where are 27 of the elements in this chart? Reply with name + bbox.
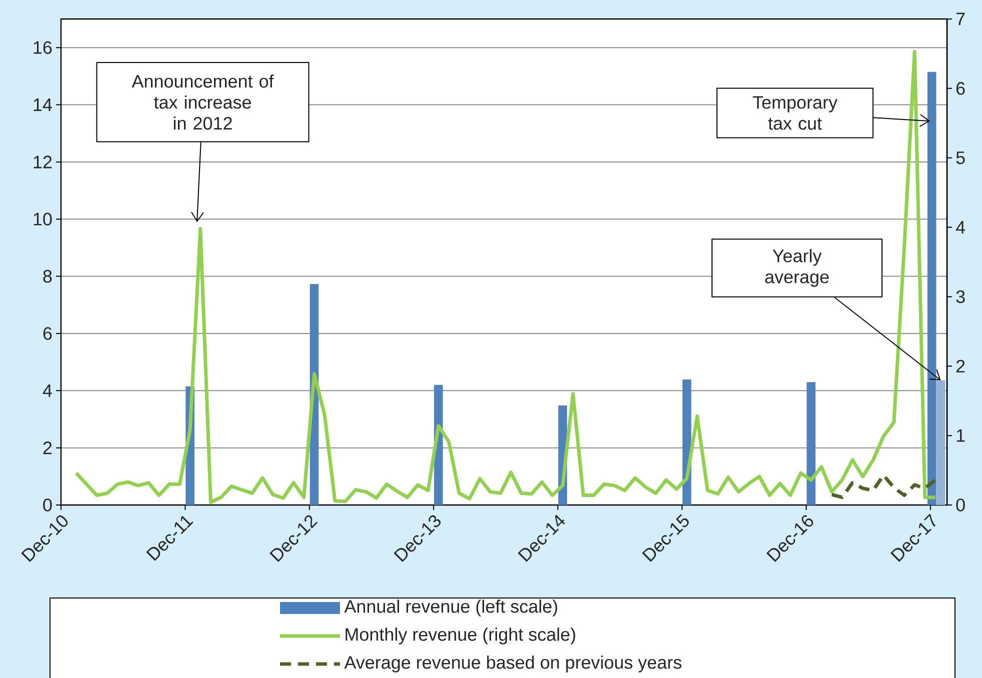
y-tick-label: 14: [34, 98, 52, 111]
line-series: [74, 50, 938, 504]
annotation: Announcement of tax increase in 2012: [132, 74, 274, 130]
legend-label: Annual revenue (left scale): [344, 600, 558, 616]
annotation: Temporary tax cut: [752, 96, 838, 130]
y2-tick-label: 3: [956, 290, 965, 304]
y-tick-label: 2: [43, 442, 52, 454]
y-tick-label: 6: [43, 327, 52, 340]
y2-tick-label: 6: [956, 82, 965, 95]
y2-tick-label: 4: [956, 221, 966, 234]
y2-tick-label: 2: [956, 360, 965, 372]
y-tick-label: 4: [42, 384, 52, 397]
y-tick-label: 16: [34, 41, 52, 54]
annotation: Yearly average: [765, 249, 829, 287]
y2-tick-label: 7: [956, 12, 965, 26]
y-tick-label: 8: [43, 270, 52, 283]
legend-label: Monthly revenue (right scale): [346, 628, 576, 644]
y-tick-label: 10: [34, 212, 52, 226]
y-tick-label: 12: [34, 156, 52, 168]
bar: [806, 382, 816, 505]
bar: [927, 72, 936, 505]
legend-label: Average revenue based on previous years: [344, 656, 682, 672]
y2-tick-label: 0: [956, 498, 965, 512]
y2-tick-label: 1: [956, 429, 965, 442]
y2-tick-label: 5: [956, 152, 965, 164]
y-tick-label: 0: [43, 498, 52, 512]
bar: [936, 380, 946, 505]
